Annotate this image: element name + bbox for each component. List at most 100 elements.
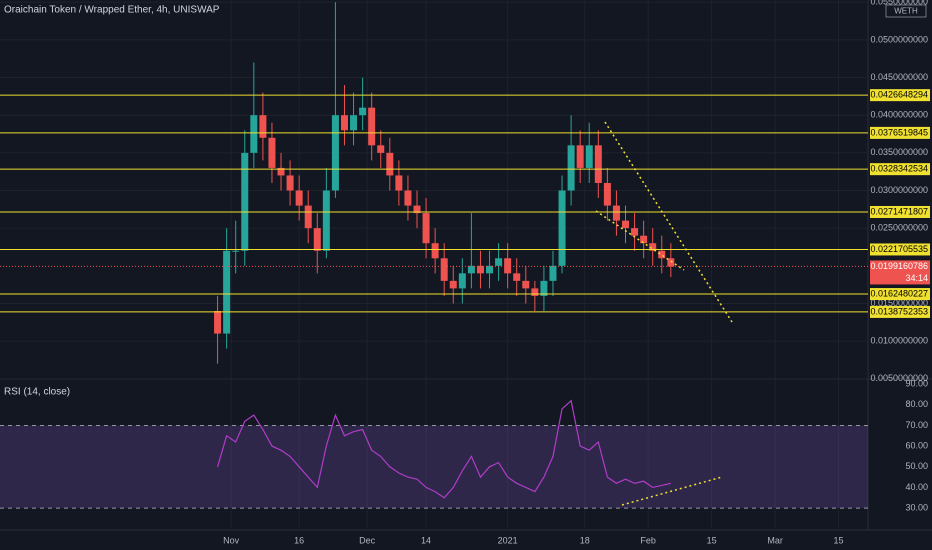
- candle-body: [522, 280, 530, 289]
- y-tick-label: 30.00: [905, 502, 928, 512]
- y-tick-label: 0.0450000000: [870, 72, 928, 82]
- candle-body: [476, 265, 484, 274]
- y-tick-label: 0.0250000000: [870, 223, 928, 233]
- candle-body: [585, 145, 593, 168]
- candle-body: [232, 250, 240, 252]
- candle-body: [558, 190, 566, 266]
- candle-body: [368, 107, 376, 146]
- candle-body: [241, 152, 249, 251]
- candle-body: [413, 205, 421, 214]
- level-label: 0.0162480227: [870, 288, 928, 298]
- level-label: 0.0221705535: [870, 244, 928, 254]
- candle-body: [377, 145, 385, 153]
- candle-body: [331, 115, 339, 191]
- candle-body: [259, 115, 267, 138]
- candle-body: [440, 258, 448, 281]
- rsi-band: [0, 425, 868, 509]
- y-tick-label: 40.00: [905, 482, 928, 492]
- candle-body: [404, 190, 412, 206]
- x-tick-label: Mar: [767, 535, 783, 545]
- y-tick-label: 0.0550000000: [870, 0, 928, 7]
- candle-body: [286, 175, 294, 191]
- candle-body: [513, 273, 521, 281]
- candle-body: [540, 280, 548, 296]
- y-tick-label: 70.00: [905, 420, 928, 430]
- candle-body: [223, 250, 231, 334]
- candle-body: [422, 213, 430, 244]
- candle-body: [603, 182, 611, 206]
- candle-body: [431, 243, 439, 259]
- candle-body: [612, 205, 620, 221]
- last-price-label: 0.0199160786: [870, 261, 928, 271]
- candle-body: [486, 265, 494, 274]
- y-tick-label: 0.0350000000: [870, 147, 928, 157]
- candle-body: [386, 152, 394, 176]
- candle-body: [649, 243, 657, 251]
- candle-body: [350, 115, 358, 131]
- y-tick-label: 80.00: [905, 399, 928, 409]
- rsi-line: [217, 399, 671, 499]
- candle-body: [250, 115, 258, 153]
- candle-body: [268, 137, 276, 168]
- level-label-box: [870, 288, 930, 301]
- candle-body: [295, 190, 303, 206]
- candle-body: [594, 145, 602, 183]
- candle-body: [304, 205, 312, 229]
- candle-body: [576, 145, 584, 168]
- countdown: 34:14: [905, 273, 928, 283]
- candle-body: [340, 115, 348, 131]
- level-label-box: [870, 243, 930, 256]
- y-tick-label: 0.0100000000: [870, 335, 928, 345]
- level-label-box: [870, 89, 930, 102]
- candle-body: [567, 145, 575, 191]
- x-tick-label: 2021: [498, 535, 518, 545]
- candle-body: [449, 280, 457, 289]
- level-label: 0.0328342534: [870, 164, 928, 174]
- candle-body: [322, 190, 330, 251]
- x-tick-label: 14: [421, 535, 431, 545]
- rsi-trendline: [621, 476, 723, 506]
- y-tick-label: 0.0500000000: [870, 34, 928, 44]
- x-tick-label: Nov: [223, 535, 240, 545]
- candle-body: [622, 220, 630, 229]
- y-tick-label: 60.00: [905, 440, 928, 450]
- level-label: 0.0376519845: [870, 127, 928, 137]
- candle-body: [214, 310, 222, 334]
- candle-body: [277, 167, 285, 176]
- x-tick-label: 15: [707, 535, 717, 545]
- candle-body: [458, 273, 466, 289]
- x-tick-label: Dec: [359, 535, 376, 545]
- x-tick-label: 16: [294, 535, 304, 545]
- candle-body: [667, 258, 675, 267]
- candle-body: [495, 258, 503, 266]
- level-label: 0.0138752353: [870, 306, 928, 316]
- level-label-box: [870, 163, 930, 176]
- level-label: 0.0271471807: [870, 206, 928, 216]
- candle-body: [549, 265, 557, 281]
- candle-body: [640, 235, 648, 244]
- level-label-box: [870, 126, 930, 139]
- candle-body: [631, 228, 639, 236]
- candle-body: [395, 175, 403, 191]
- chart-title: Oraichain Token / Wrapped Ether, 4h, UNI…: [4, 5, 220, 16]
- level-label-box: [870, 205, 930, 218]
- y-tick-label: 0.0400000000: [870, 110, 928, 120]
- y-tick-label: 0.0150000000: [870, 298, 928, 308]
- rsi-title: RSI (14, close): [4, 387, 70, 398]
- x-tick-label: Feb: [640, 535, 656, 545]
- candle-body: [359, 107, 367, 116]
- candle-body: [658, 250, 666, 259]
- candle-body: [504, 258, 512, 274]
- candle-body: [531, 288, 539, 296]
- level-label: 0.0426648294: [870, 90, 928, 100]
- candle-body: [313, 228, 321, 251]
- level-label-box: [870, 305, 930, 318]
- x-tick-label: 18: [580, 535, 590, 545]
- candle-body: [467, 265, 475, 274]
- x-tick-label: 15: [834, 535, 844, 545]
- y-tick-label: 0.0300000000: [870, 185, 928, 195]
- y-tick-label: 50.00: [905, 461, 928, 471]
- quote-badge: [885, 4, 927, 18]
